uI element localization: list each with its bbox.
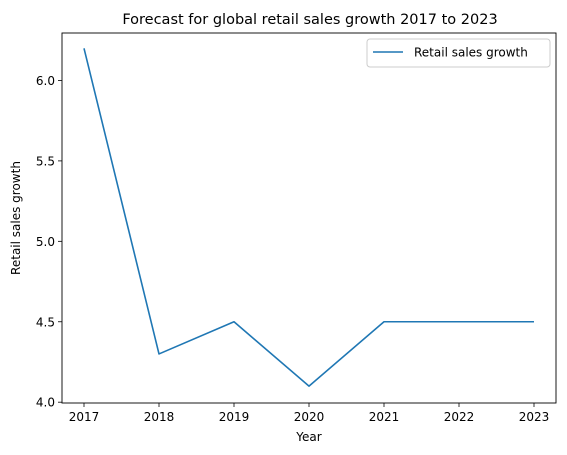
y-tick-label: 5.5 [36,154,55,168]
y-tick-label: 4.0 [36,396,55,410]
x-tick-label: 2023 [519,410,550,424]
x-tick-label: 2017 [69,410,100,424]
y-axis: 4.0 4.5 5.0 5.5 6.0 [36,74,62,410]
legend: Retail sales growth [367,39,550,67]
x-tick-label: 2022 [444,410,475,424]
x-tick-label: 2020 [294,410,325,424]
x-axis: 2017 2018 2019 2020 2021 2022 2023 [69,403,550,424]
series-line [84,48,534,386]
y-tick-label: 4.5 [36,315,55,329]
y-tick-label: 5.0 [36,235,55,249]
plot-area [62,33,556,403]
x-tick-label: 2018 [144,410,175,424]
chart-title: Forecast for global retail sales growth … [122,12,497,28]
series-layer [84,48,534,386]
x-axis-title: Year [295,430,321,444]
y-axis-title: Retail sales growth [9,161,23,275]
legend-label: Retail sales growth [414,46,528,60]
x-tick-label: 2019 [219,410,250,424]
x-tick-label: 2021 [369,410,400,424]
y-tick-label: 6.0 [36,74,55,88]
